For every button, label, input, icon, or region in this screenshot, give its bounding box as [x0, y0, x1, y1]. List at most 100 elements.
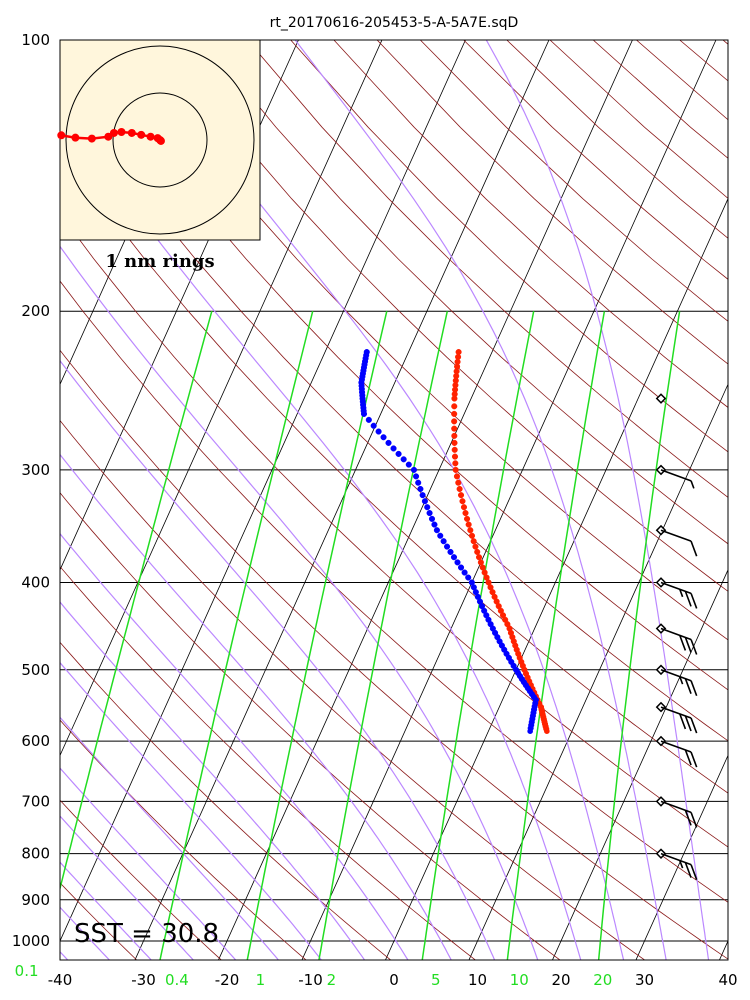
wind-barb-feather: [690, 812, 698, 828]
temperature-point: [451, 410, 458, 417]
moist-adiabat-line: [60, 815, 195, 960]
y-tick-label: 900: [21, 891, 50, 909]
dry-adiabat-line: [60, 641, 392, 960]
dewpoint-point: [390, 445, 397, 452]
isotherm-line: [218, 40, 633, 960]
dry-adiabat-line: [60, 419, 646, 960]
dewpoint-point: [415, 479, 422, 486]
sst-label: SST = 30.8: [74, 919, 219, 949]
temperature-point: [452, 460, 459, 467]
temperature-point: [459, 498, 466, 505]
dewpoint-point: [450, 554, 458, 561]
moist-adiabat-line: [60, 661, 323, 960]
hodograph-ring: [65, 45, 255, 235]
mixing-ratio-line: [421, 311, 535, 960]
moist-adiabat-line: [60, 359, 496, 960]
temperature-point: [452, 466, 459, 473]
plot-frame: [59, 39, 729, 961]
mixing-ratio-label: 5: [431, 971, 441, 989]
dewpoint-point: [410, 466, 418, 473]
dewpoint-point: [457, 564, 465, 571]
mixing-ratio-line: [159, 311, 314, 960]
dewpoint-point: [421, 498, 428, 505]
temperature-point: [467, 527, 474, 534]
wind-barb-feather: [684, 715, 692, 732]
wind-barb-feather: [679, 713, 687, 730]
axis-labels: -40 -30 -20 -10 0 10 20 30 40 100 200 300 400 500 600 7…: [12, 31, 738, 989]
dewpoint-point: [385, 439, 392, 446]
isotherm-line: [301, 40, 717, 960]
hodograph-inset: [57, 39, 261, 241]
temperature-point: [474, 548, 481, 555]
dry-adiabat-line: [60, 280, 728, 903]
wind-barb-feather: [690, 717, 698, 734]
temperature-point: [451, 453, 459, 460]
isotherm-line: [134, 40, 550, 960]
hodograph-rings-label: 1 nm rings: [105, 251, 214, 272]
dewpoint-point: [380, 434, 387, 441]
dewpoint-point: [360, 410, 368, 417]
x-tick-label: -10: [298, 971, 323, 989]
temperature-point: [475, 554, 483, 561]
x-tick-label: -20: [215, 971, 240, 989]
temperature-point: [477, 559, 484, 566]
hodograph-point: [104, 132, 113, 141]
wind-barb-feather: [690, 680, 698, 697]
temperature-point: [464, 515, 471, 522]
hodograph-point: [137, 130, 146, 139]
isotherm-line: [60, 40, 383, 757]
dewpoint-point: [417, 485, 424, 493]
wind-barb-feather: [690, 540, 698, 557]
temperature-point: [455, 479, 462, 486]
wind-barb-staff: [660, 469, 692, 482]
dry-adiabat-line: [60, 492, 561, 960]
dewpoint-point: [431, 521, 438, 528]
moist-adiabat-line: [60, 601, 366, 960]
wind-barb-feather: [684, 591, 692, 607]
dewpoint-point: [454, 559, 461, 566]
temperature-point: [462, 510, 469, 517]
temperature-point: [451, 439, 458, 446]
moist-adiabat-line: [60, 245, 539, 960]
temperature-point: [457, 492, 465, 499]
dewpoint-point: [444, 543, 451, 550]
dewpoint-point: [395, 450, 402, 457]
wind-barb-feather: [690, 751, 698, 768]
mixing-ratio-label: 10: [510, 971, 529, 989]
profiles: [358, 349, 550, 735]
moist-adiabat-line: [60, 906, 111, 960]
chart-title: rt_20170616-205453-5-A-5A7E.sqD: [270, 15, 519, 31]
mixing-ratio-line: [60, 311, 213, 892]
moist-adiabat-line: [60, 861, 153, 960]
hodograph-point: [156, 136, 165, 145]
dry-adiabat-line: [290, 40, 728, 453]
x-tick-label: 20: [551, 971, 570, 989]
temperature-point: [470, 538, 477, 545]
temperature-point: [451, 446, 458, 453]
dewpoint-point: [428, 515, 436, 522]
dewpoint-point: [375, 428, 382, 435]
mixing-ratio-line: [246, 311, 388, 960]
y-tick-label: 300: [21, 461, 50, 479]
temperature-point: [479, 564, 486, 571]
moist-adiabat-line: [60, 767, 237, 960]
isotherm-line: [60, 40, 466, 942]
dry-adiabat-line: [247, 40, 728, 498]
dewpoint-point: [433, 527, 440, 534]
y-tick-label: 100: [21, 31, 50, 49]
mixing-ratio-label: 2: [327, 971, 337, 989]
moist-adiabat-line: [60, 532, 409, 960]
wind-barbs: [655, 393, 698, 880]
dewpoint-point: [365, 416, 372, 423]
dry-adiabat-line: [117, 40, 728, 641]
dewpoint-point: [400, 456, 407, 463]
dry-adiabat-line: [60, 80, 728, 742]
temperature-point: [451, 403, 458, 410]
moist-adiabat-line: [60, 102, 582, 960]
dewpoint-point: [405, 461, 412, 468]
mixing-ratio-line: [597, 311, 681, 960]
x-tick-label: 0: [389, 971, 399, 989]
temperature-point: [465, 521, 472, 528]
wind-barb-station: [655, 393, 667, 404]
wind-barb-feather: [684, 810, 692, 826]
